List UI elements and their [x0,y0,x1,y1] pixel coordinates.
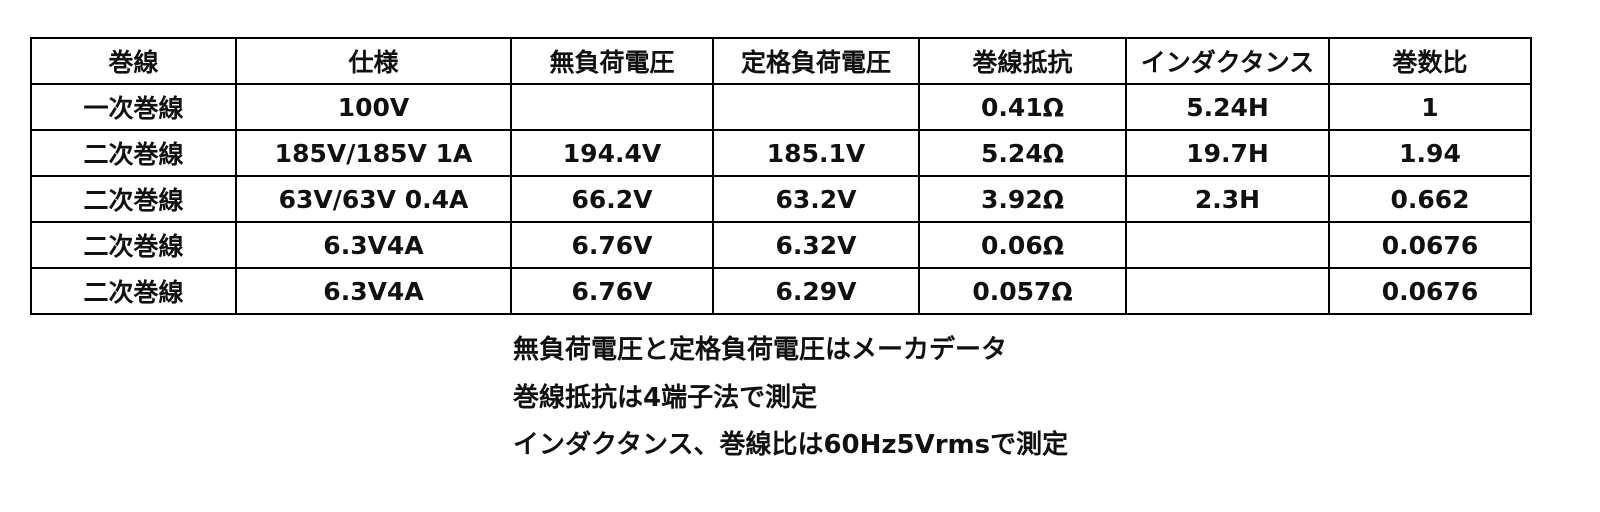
header-cell: 巻数比 [1328,37,1532,85]
header-cell: 巻線 [30,37,237,85]
table-cell: 6.3V4A [235,267,512,315]
table-cell: 3.92Ω [918,175,1127,223]
table-cell: 二次巻線 [30,129,237,177]
header-cell: 巻線抵抗 [918,37,1127,85]
notes: 無負荷電圧と定格負荷電圧はメーカデータ 巻線抵抗は4端子法で測定インダクタンス、巻… [513,330,1068,473]
note: インダクタンス、巻線比は60Hz5Vrmsで測定 [513,430,1069,460]
table-cell: 5.24H [1125,83,1330,131]
table-cell: 0.662 [1328,175,1532,223]
table-cell: 0.06Ω [918,221,1127,269]
table-cell: 63.2V [712,175,920,223]
table-cell: 二次巻線 [30,221,237,269]
table-row: 二次巻線 63V/63V 0.4A 66.2V 63.2V 3.92Ω 2.3H 0.662 [30,175,1532,223]
table-cell: 2.3H [1125,175,1330,223]
note: 巻線抵抗は4端子法で測定 [513,382,818,413]
table-cell [1125,267,1330,315]
table-cell [1125,221,1330,269]
table-cell: 6.76V [510,267,714,315]
table-cell: 0.0676 [1328,267,1532,315]
table-cell: 一次巻線 [30,83,237,131]
table-row: 二次巻線 185V/185V 1A 194.4V 185.1V 5.24Ω 19.7H 1.… [30,129,1532,177]
header-row: 巻線 仕様 無負荷電圧 定格負荷電圧 巻線抵抗 インダクタンス 巻数比 [30,37,1532,85]
table-cell: 6.76V [510,221,714,269]
table-cell: 1.94 [1328,129,1532,177]
table-cell [510,83,714,131]
table-cell: 19.7H [1125,129,1330,177]
spec-table: 巻線 仕様 無負荷電圧 定格負荷電圧 巻線抵抗 インダクタンス 巻数比 一次巻線 100V 0.… [30,37,1532,315]
table-body: 一次巻線 100V 0.41Ω 5.24H 1 二次巻線 185V/185V 1A 194.4… [30,83,1532,315]
table-cell [712,83,920,131]
table-cell: 6.3V4A [235,221,512,269]
header-cell: 定格負荷電圧 [712,37,920,85]
table-row: 二次巻線 6.3V4A 6.76V 6.29V 0.057Ω 0.0676 [30,267,1532,315]
table-cell: 6.32V [712,221,920,269]
table-cell: 0.41Ω [918,83,1127,131]
table-cell: 5.24Ω [918,129,1127,177]
table-cell: 0.0676 [1328,221,1532,269]
table-cell: 63V/63V 0.4A [235,175,512,223]
table-cell: 185.1V [712,129,920,177]
table-row: 二次巻線 6.3V4A 6.76V 6.32V 0.06Ω 0.0676 [30,221,1532,269]
header-cell: インダクタンス [1125,37,1330,85]
table-cell: 194.4V [510,129,714,177]
table-row: 一次巻線 100V 0.41Ω 5.24H 1 [30,83,1532,131]
header-cell: 仕様 [235,37,512,85]
table-cell: 100V [235,83,512,131]
note: 無負荷電圧と定格負荷電圧はメーカデータ [513,335,1008,365]
table-cell: 6.29V [712,267,920,315]
table-cell: 66.2V [510,175,714,223]
table-cell: 1 [1328,83,1532,131]
table-cell: 二次巻線 [30,175,237,223]
table-cell: 二次巻線 [30,267,237,315]
header-cell: 無負荷電圧 [510,37,714,85]
table-cell: 185V/185V 1A [235,129,512,177]
table-cell: 0.057Ω [918,267,1127,315]
